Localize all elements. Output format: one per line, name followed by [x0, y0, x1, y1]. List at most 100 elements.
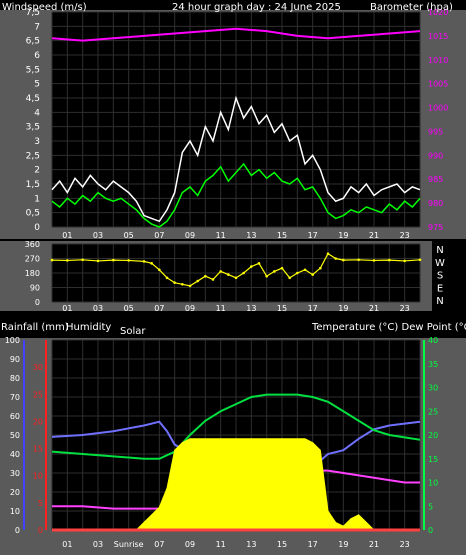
rainfall-tick-label: 0: [38, 526, 43, 535]
direction-point: [127, 259, 130, 262]
wind_gust-series-line: [51, 162, 421, 228]
humidity-tick-label: 60: [10, 412, 20, 421]
windspeed-tick-label: 6,5: [26, 37, 40, 47]
humidity-tick-label: 30: [10, 469, 20, 478]
windspeed-tick-label: 2,5: [26, 151, 40, 161]
barometer-tick-label: 1015: [428, 32, 448, 41]
compass-label: E: [437, 283, 443, 294]
x-tick-label: 09: [185, 231, 195, 240]
rainfall-tick-label: 30: [33, 363, 43, 372]
direction-point: [188, 284, 192, 288]
direction-point: [204, 274, 207, 278]
windspeed-tick-label: 3: [34, 137, 40, 147]
x-tick-label: 15: [277, 540, 287, 549]
barometer-tick-label: 995: [428, 127, 443, 136]
barometer-tick-label: 1005: [428, 80, 448, 89]
temperature-tick-label: 15: [428, 455, 438, 464]
direction-tick-label: 270: [25, 255, 40, 264]
humidity-tick-label: 0: [15, 526, 20, 535]
direction-point: [288, 276, 291, 280]
x-tick-label: 15: [277, 304, 287, 313]
x-tick-label: 01: [62, 231, 72, 240]
barometer-tick-label: 980: [428, 199, 443, 208]
humidity-tick-label: 90: [10, 355, 20, 364]
windspeed-tick-label: 3,5: [26, 123, 40, 133]
direction-point: [403, 259, 406, 263]
humidity-axis-label: Humidity: [66, 322, 111, 333]
compass-label: N: [436, 245, 443, 256]
rainfall-tick-label: 5: [38, 499, 43, 508]
humidity-tick-label: 50: [10, 431, 20, 440]
temperature-tick-label: 35: [428, 360, 438, 369]
solar-area: [52, 438, 420, 531]
temperature-tick-label: 20: [428, 431, 438, 440]
x-tick-label: 13: [246, 304, 256, 313]
x-tick-label: 19: [338, 231, 348, 240]
x-tick-label: 21: [369, 540, 379, 549]
windspeed-tick-label: 7,5: [26, 8, 40, 18]
temperature-tick-label: 0: [428, 526, 433, 535]
direction-point: [250, 265, 253, 268]
direction-point: [388, 258, 391, 262]
x-tick-label: 01: [62, 540, 72, 549]
x-tick-label: 17: [308, 540, 318, 549]
x-tick-label: 09: [185, 304, 195, 313]
x-tick-label: 15: [277, 231, 287, 240]
x-tick-label: 19: [338, 304, 348, 313]
direction-point: [219, 270, 222, 273]
direction-point: [50, 258, 54, 262]
direction-tick-label: 180: [25, 269, 40, 278]
temperature-axis-label: Temperature (°C) Dew Point (°C): [311, 322, 466, 333]
rainfall-axis-label: Rainfall (mm): [1, 322, 69, 333]
direction-series-line: [51, 252, 421, 287]
barometer-tick-label: 1020: [428, 8, 448, 17]
x-tick-label: 23: [400, 231, 410, 240]
windspeed-tick-label: 0: [34, 223, 40, 233]
direction-tick-label: 0: [35, 298, 40, 307]
x-tick-label: 23: [400, 540, 410, 549]
x-tick-label: 23: [400, 304, 410, 313]
x-tick-label: 03: [93, 231, 103, 240]
x-tick-label: 01: [62, 304, 72, 313]
temperature-series-line: [51, 393, 421, 460]
rainfall-tick-label: 10: [33, 472, 43, 481]
windspeed-tick-label: 1,5: [26, 180, 40, 190]
windspeed-tick-label: 6: [34, 51, 40, 61]
barometer-tick-label: 975: [428, 223, 443, 232]
humidity-tick-label: 40: [10, 450, 20, 459]
direction-point: [418, 258, 422, 262]
windspeed-tick-label: 0,5: [26, 209, 40, 219]
direction-point: [112, 258, 115, 262]
compass-label: S: [437, 271, 443, 282]
x-tick-label: 05: [124, 304, 134, 313]
direction-point: [234, 276, 238, 280]
direction-point: [334, 257, 337, 260]
direction-point: [165, 276, 169, 280]
direction-point: [273, 270, 276, 273]
x-tick-label: Sunrise: [114, 540, 144, 549]
direction-tick-label: 90: [30, 284, 40, 293]
windspeed-tick-label: 7: [34, 22, 40, 32]
barometer-tick-label: 1010: [428, 56, 448, 65]
direction-point: [372, 259, 376, 262]
direction-point: [150, 262, 153, 265]
direction-point: [296, 271, 299, 275]
x-tick-label: 21: [369, 304, 379, 313]
direction-point: [81, 258, 84, 262]
temperature-tick-label: 30: [428, 384, 438, 393]
windspeed-tick-label: 2: [34, 166, 40, 176]
direction-point: [257, 262, 261, 265]
rainfall-tick-label: 15: [33, 445, 43, 454]
humidity-tick-label: 20: [10, 488, 20, 497]
x-tick-label: 03: [93, 540, 103, 549]
direction-tick-label: 360: [25, 240, 40, 249]
x-tick-label: 03: [93, 304, 103, 313]
direction-point: [342, 258, 345, 262]
rainfall-tick-label: 20: [33, 417, 43, 426]
x-tick-label: 21: [369, 231, 379, 240]
humidity-tick-label: 80: [10, 374, 20, 383]
direction-point: [196, 279, 199, 283]
